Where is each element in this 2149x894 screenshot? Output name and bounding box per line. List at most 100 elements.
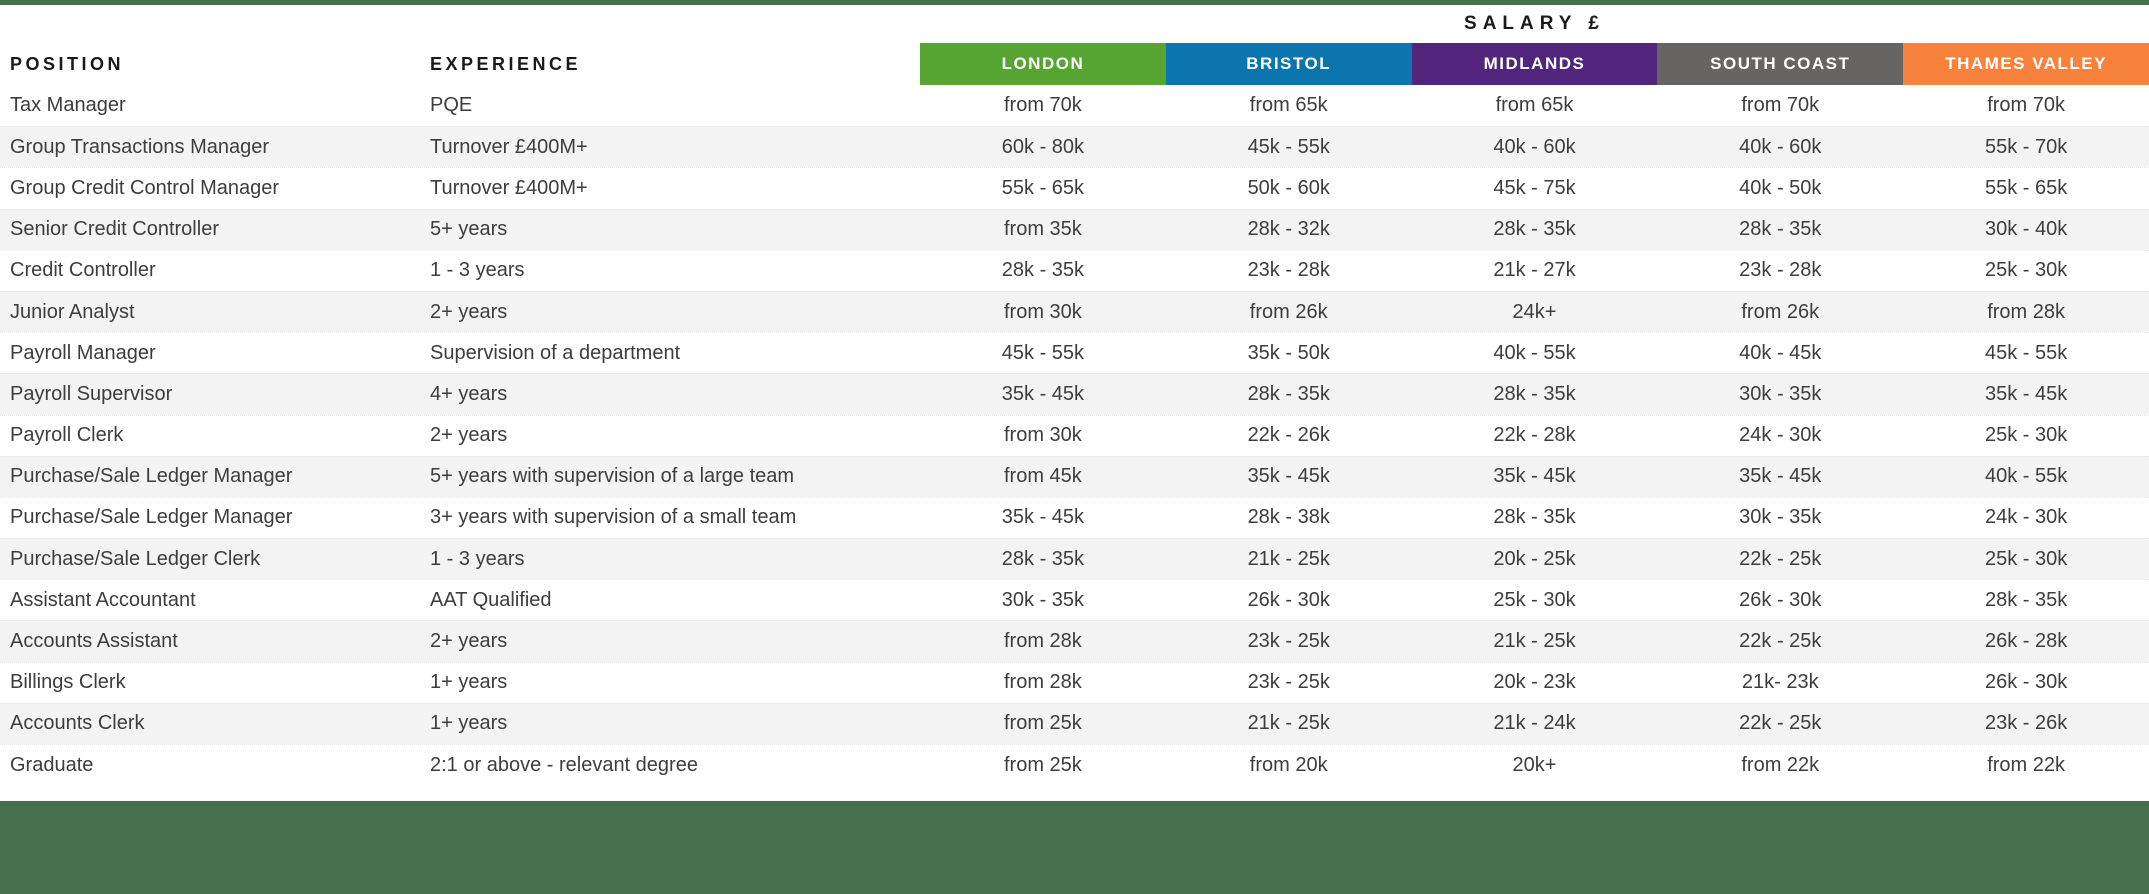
experience-cell: 3+ years with supervision of a small tea… xyxy=(430,506,797,529)
salary-cell-south-coast: 40k - 50k xyxy=(1739,176,1822,199)
table-row: Junior Analyst 2+ years from 30k from 26k 24… xyxy=(0,290,2149,333)
salary-cell-thames-valley: 28k - 35k xyxy=(1984,588,2068,611)
salary-cell-south-coast: 22k - 25k xyxy=(1739,630,1822,653)
salary-cell-south-coast: from 70k xyxy=(1741,94,1820,117)
salary-cell-thames-valley: 40k - 55k xyxy=(1984,465,2068,488)
salary-cell-midlands: 20k - 23k xyxy=(1493,671,1576,694)
salary-cell-london: 28k - 35k xyxy=(1001,547,1085,570)
position-cell: Group Transactions Manager xyxy=(10,135,270,158)
table-row: Assistant Accountant AAT Qualified 30k - 3… xyxy=(0,579,2149,620)
salary-cell-south-coast: 26k - 30k xyxy=(1739,588,1822,611)
experience-cell: 1 - 3 years xyxy=(430,547,525,570)
table-body: Tax Manager PQE from 70k from 65k from 65k fr… xyxy=(0,85,2149,785)
salary-cell-midlands: 21k - 27k xyxy=(1493,259,1576,282)
salary-cell-midlands: 28k - 35k xyxy=(1493,506,1576,529)
salary-cell-london: from 70k xyxy=(1003,94,1082,117)
position-cell: Accounts Clerk xyxy=(10,712,145,735)
table-row: Group Transactions Manager Turnover £400M… xyxy=(0,126,2149,168)
experience-cell: 1 - 3 years xyxy=(430,259,525,282)
experience-cell: Turnover £400M+ xyxy=(430,176,588,199)
salary-cell-midlands: 22k - 28k xyxy=(1493,424,1576,447)
salary-cell-bristol: 28k - 38k xyxy=(1247,506,1330,529)
salary-cell-thames-valley: 25k - 30k xyxy=(1984,259,2068,282)
table-row: Payroll Manager Supervision of a departme… xyxy=(0,332,2149,373)
experience-cell: 1+ years xyxy=(430,712,508,735)
region-header-bristol: BRISTOL xyxy=(1165,43,1412,85)
position-cell: Graduate xyxy=(10,753,94,776)
salary-cell-london: from 30k xyxy=(1003,300,1082,323)
salary-cell-midlands: 24k+ xyxy=(1512,300,1557,323)
table-row: Billings Clerk 1+ years from 28k 23k - 25k 2… xyxy=(0,661,2149,703)
salary-cell-south-coast: from 22k xyxy=(1741,753,1820,776)
salary-cell-bristol: 26k - 30k xyxy=(1247,588,1330,611)
table-row: Payroll Clerk 2+ years from 30k 22k - 26k 22… xyxy=(0,414,2149,456)
experience-cell: 4+ years xyxy=(430,382,508,405)
salary-cell-bristol: 35k - 50k xyxy=(1247,341,1330,364)
salary-cell-south-coast: 30k - 35k xyxy=(1739,382,1822,405)
experience-cell: 2+ years xyxy=(430,300,508,323)
salary-cell-thames-valley: 45k - 55k xyxy=(1984,341,2068,364)
experience-cell: PQE xyxy=(430,94,473,117)
salary-cell-midlands: 25k - 30k xyxy=(1493,588,1576,611)
salary-cell-midlands: 21k - 25k xyxy=(1493,630,1576,653)
table-header-row: POSITION EXPERIENCE LONDON BRISTOL MIDLAND… xyxy=(0,43,2149,85)
region-header-south-coast: SOUTH COAST xyxy=(1657,43,1904,85)
position-cell: Credit Controller xyxy=(10,259,156,282)
salary-cell-bristol: 45k - 55k xyxy=(1247,135,1330,158)
experience-cell: Supervision of a department xyxy=(430,341,681,364)
table-row: Payroll Supervisor 4+ years 35k - 45k 28k -… xyxy=(0,373,2149,415)
salary-cell-bristol: 28k - 32k xyxy=(1247,218,1330,241)
position-column-header: POSITION xyxy=(10,53,125,74)
salary-cell-bristol: from 26k xyxy=(1249,300,1328,323)
position-cell: Accounts Assistant xyxy=(10,630,178,653)
region-header-thames-valley: THAMES VALLEY xyxy=(1903,43,2149,85)
position-cell: Purchase/Sale Ledger Manager xyxy=(10,506,293,529)
salary-cell-thames-valley: from 22k xyxy=(1987,753,2065,776)
salary-cell-thames-valley: 23k - 26k xyxy=(1984,712,2068,735)
salary-cell-london: from 35k xyxy=(1003,218,1082,241)
salary-cell-london: from 25k xyxy=(1003,753,1082,776)
salary-cell-london: from 28k xyxy=(1003,671,1082,694)
table-row: Accounts Clerk 1+ years from 25k 21k - 25k 2… xyxy=(0,702,2149,744)
salary-cell-bristol: 50k - 60k xyxy=(1247,176,1330,199)
experience-cell: 2:1 or above - relevant degree xyxy=(430,753,698,776)
experience-column-header: EXPERIENCE xyxy=(430,53,582,74)
salary-cell-london: from 25k xyxy=(1003,712,1082,735)
salary-cell-thames-valley: 30k - 40k xyxy=(1984,218,2068,241)
experience-cell: 1+ years xyxy=(430,671,508,694)
salary-cell-london: 55k - 65k xyxy=(1001,176,1085,199)
salary-cell-bristol: 23k - 28k xyxy=(1247,259,1330,282)
position-cell: Payroll Supervisor xyxy=(10,382,173,405)
salary-cell-south-coast: 22k - 25k xyxy=(1739,712,1822,735)
salary-cell-midlands: 45k - 75k xyxy=(1493,176,1576,199)
table-row: Purchase/Sale Ledger Clerk 1 - 3 years 28k… xyxy=(0,538,2149,580)
salary-cell-midlands: 40k - 55k xyxy=(1493,341,1576,364)
position-cell: Billings Clerk xyxy=(10,671,126,694)
salary-cell-thames-valley: 55k - 70k xyxy=(1984,135,2068,158)
salary-cell-midlands: 28k - 35k xyxy=(1493,382,1576,405)
top-accent-line xyxy=(0,0,2149,5)
salary-cell-london: from 45k xyxy=(1003,465,1082,488)
salary-cell-london: 28k - 35k xyxy=(1001,259,1085,282)
salary-cell-london: from 30k xyxy=(1003,424,1082,447)
salary-cell-midlands: 28k - 35k xyxy=(1493,218,1576,241)
salary-cell-midlands: 40k - 60k xyxy=(1493,135,1576,158)
salary-cell-south-coast: 40k - 60k xyxy=(1739,135,1822,158)
salary-cell-bristol: 35k - 45k xyxy=(1247,465,1330,488)
salary-cell-thames-valley: 35k - 45k xyxy=(1984,382,2068,405)
salary-cell-london: 30k - 35k xyxy=(1001,588,1085,611)
salary-cell-south-coast: 23k - 28k xyxy=(1739,259,1822,282)
table-row: Purchase/Sale Ledger Manager 3+ years wit… xyxy=(0,496,2149,538)
position-cell: Tax Manager xyxy=(10,94,126,117)
position-cell: Payroll Clerk xyxy=(10,424,124,447)
salary-cell-south-coast: 28k - 35k xyxy=(1739,218,1822,241)
table-row: Purchase/Sale Ledger Manager 5+ years wit… xyxy=(0,455,2149,497)
salary-cell-south-coast: 24k - 30k xyxy=(1739,424,1822,447)
experience-cell: Turnover £400M+ xyxy=(430,135,588,158)
salary-cell-bristol: 22k - 26k xyxy=(1247,424,1330,447)
table-row: Senior Credit Controller 5+ years from 35k… xyxy=(0,208,2149,250)
salary-cell-london: 60k - 80k xyxy=(1001,135,1085,158)
salary-cell-thames-valley: from 70k xyxy=(1987,94,2065,117)
salary-cell-midlands: 35k - 45k xyxy=(1493,465,1576,488)
salary-cell-midlands: 20k - 25k xyxy=(1493,547,1576,570)
